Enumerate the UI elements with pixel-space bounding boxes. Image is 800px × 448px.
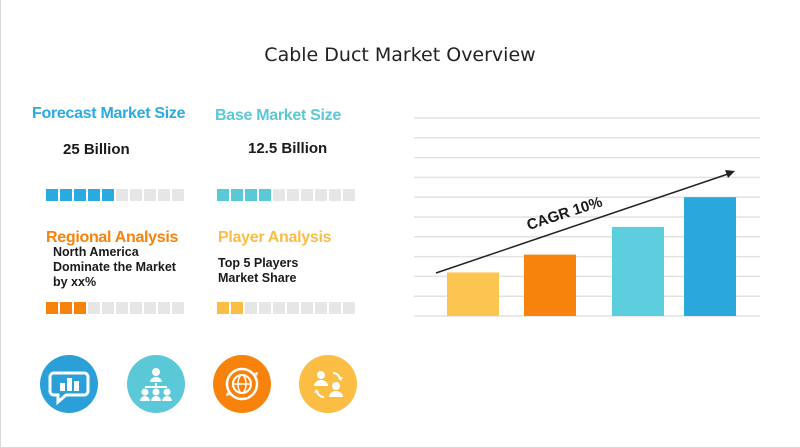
- progress-segment: [74, 189, 86, 201]
- progress-segment: [315, 189, 327, 201]
- progress-segment: [144, 302, 156, 314]
- progress-segment: [259, 189, 271, 201]
- progress-segment: [88, 189, 100, 201]
- progress-segment: [329, 302, 341, 314]
- progress-segment: [130, 302, 142, 314]
- cagr-label: CAGR 10%: [525, 194, 605, 234]
- progress-segment: [343, 189, 355, 201]
- progress-segment: [158, 302, 170, 314]
- progress-segment: [287, 189, 299, 201]
- progress-segment: [245, 189, 257, 201]
- progress-segment: [116, 189, 128, 201]
- player-card-title: Player Analysis: [218, 229, 332, 246]
- progress-segment: [343, 302, 355, 314]
- progress-segment: [273, 189, 285, 201]
- progress-segment: [217, 189, 229, 201]
- base-card-value: 12.5 Billion: [248, 140, 328, 157]
- progress-segment: [60, 189, 72, 201]
- regional-progress-bar: [46, 302, 184, 314]
- progress-segment: [102, 302, 114, 314]
- regional-card-text: North America Dominate the Market by xx%: [53, 245, 176, 290]
- player-text-line: Top 5 Players: [218, 256, 299, 270]
- progress-segment: [116, 302, 128, 314]
- progress-segment: [172, 189, 184, 201]
- chart-bars: [447, 197, 736, 316]
- progress-segment: [158, 189, 170, 201]
- progress-segment: [315, 302, 327, 314]
- progress-segment: [88, 302, 100, 314]
- chart-bar: [447, 272, 499, 316]
- progress-segment: [287, 302, 299, 314]
- progress-segment: [329, 189, 341, 201]
- progress-segment: [259, 302, 271, 314]
- regional-text-line: Dominate the Market: [53, 260, 176, 274]
- progress-segment: [301, 189, 313, 201]
- progress-segment: [217, 302, 229, 314]
- page-title: Cable Duct Market Overview: [264, 44, 536, 66]
- progress-segment: [46, 302, 58, 314]
- base-progress-bar: [217, 189, 355, 201]
- player-progress-bar: [217, 302, 355, 314]
- chat-chart-icon: [40, 355, 98, 413]
- people-exchange-icon: [299, 355, 357, 413]
- chart-bar: [524, 254, 576, 316]
- progress-segment: [74, 302, 86, 314]
- regional-card-title: Regional Analysis: [46, 229, 179, 246]
- regional-text-line: by xx%: [53, 275, 97, 289]
- forecast-card-title: Forecast Market Size: [32, 105, 186, 122]
- forecast-card-value: 25 Billion: [63, 141, 130, 158]
- progress-segment: [46, 189, 58, 201]
- chart-bar: [612, 226, 664, 316]
- chart-bar: [684, 197, 736, 316]
- progress-segment: [60, 302, 72, 314]
- progress-segment: [245, 302, 257, 314]
- globe-cycle-icon: [213, 355, 271, 413]
- progress-segment: [301, 302, 313, 314]
- cagr-arrow: [435, 170, 735, 274]
- progress-segment: [231, 189, 243, 201]
- progress-segment: [102, 189, 114, 201]
- progress-segment: [231, 302, 243, 314]
- progress-segment: [172, 302, 184, 314]
- network-people-icon: [127, 355, 185, 413]
- left-border: [0, 0, 1, 448]
- progress-segment: [144, 189, 156, 201]
- base-card-title: Base Market Size: [215, 107, 341, 124]
- player-text-line: Market Share: [218, 271, 297, 285]
- forecast-progress-bar: [46, 189, 184, 201]
- regional-text-line: North America: [53, 245, 139, 259]
- progress-segment: [130, 189, 142, 201]
- progress-segment: [273, 302, 285, 314]
- bar-chart: CAGR 10%: [414, 117, 760, 317]
- player-card-text: Top 5 Players Market Share: [218, 256, 298, 286]
